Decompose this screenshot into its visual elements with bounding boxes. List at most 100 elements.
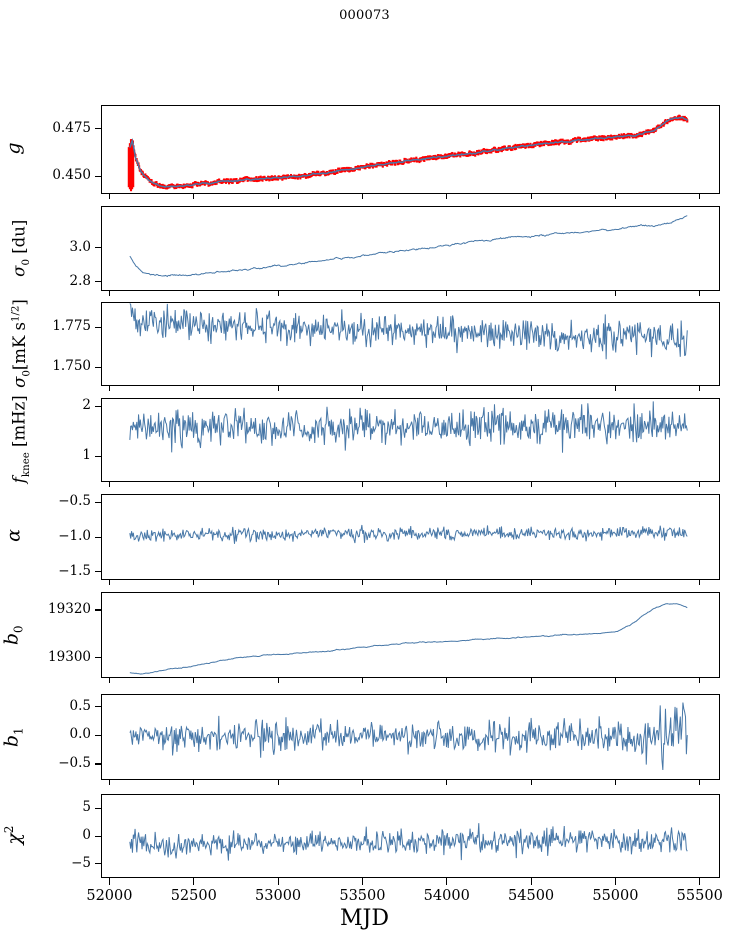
xtick-b1-2: [277, 780, 279, 785]
xtick-sigma0_mk-5: [530, 386, 532, 391]
xtick-fknee-6: [614, 482, 617, 487]
xtick-sigma0_du-0: [108, 291, 111, 296]
xtick-b0-1: [193, 678, 195, 683]
xtick-sigma0_du-5: [530, 291, 532, 296]
xtick-alpha-1: [193, 580, 195, 585]
panel-sigma0_mk: [101, 302, 720, 386]
ytick-sigma0_du-0: [95, 281, 101, 283]
line-sigma0_du: [129, 215, 688, 278]
x-axis-label: MJD: [340, 906, 389, 931]
ytick-label-alpha-0: −0.5: [58, 493, 91, 510]
xtick-chi2-1: [193, 878, 195, 885]
series-alpha: [129, 524, 688, 544]
xtick-alpha-2: [277, 580, 279, 585]
xtick-label-3: 53500: [339, 888, 386, 904]
ytick-sigma0_mk-1: [95, 326, 101, 328]
xtick-label-2: 53000: [255, 888, 302, 904]
xtick-b1-4: [446, 780, 448, 785]
ytick-gain-0: [95, 175, 101, 177]
ytick-fknee-1: [95, 405, 101, 408]
series-sigma0_du: [129, 215, 688, 278]
ytick-fknee-0: [95, 455, 101, 457]
series-chi2: [129, 823, 688, 861]
ytick-label-gain-1: 0.475: [52, 119, 91, 136]
line-b1: [129, 702, 688, 770]
xtick-label-7: 55500: [676, 888, 723, 904]
series-b0: [129, 603, 688, 675]
xtick-chi2-7: [699, 878, 701, 885]
xtick-b0-0: [108, 678, 111, 683]
xtick-b1-7: [699, 780, 701, 785]
xtick-sigma0_du-7: [699, 291, 701, 296]
ytick-label-sigma0_mk-0: 1.750: [52, 358, 91, 375]
ytick-label-b1-0: −0.5: [58, 754, 91, 771]
line-b0: [129, 603, 688, 675]
series-fknee: [129, 401, 688, 453]
ytick-alpha-1: [95, 536, 101, 538]
xtick-chi2-5: [530, 878, 532, 885]
ytick-label-chi2-0: −5: [71, 854, 91, 871]
xtick-sigma0_du-1: [193, 291, 195, 296]
ytick-label-b0-1: 19320: [48, 600, 91, 617]
series-b1: [129, 702, 688, 770]
panel-gain: [101, 105, 720, 194]
xtick-chi2-0: [108, 878, 111, 885]
xtick-chi2-4: [446, 878, 448, 885]
xtick-fknee-0: [108, 482, 111, 487]
ytick-gain-1: [95, 128, 101, 130]
series-gain: [127, 114, 689, 192]
ytick-label-gain-0: 0.450: [52, 167, 91, 183]
xtick-sigma0_mk-7: [699, 386, 701, 391]
xtick-gain-4: [446, 194, 448, 199]
ytick-label-chi2-2: 5: [82, 799, 91, 816]
xtick-sigma0_mk-4: [446, 386, 448, 391]
ytick-sigma0_du-1: [95, 247, 101, 249]
xtick-sigma0_du-4: [446, 291, 448, 296]
xtick-sigma0_mk-3: [361, 386, 364, 391]
xtick-b1-0: [108, 780, 111, 785]
ytick-label-b1-2: 0.5: [69, 697, 91, 714]
ytick-b1-1: [95, 734, 101, 736]
xtick-sigma0_mk-1: [193, 386, 195, 391]
xtick-label-6: 55000: [592, 888, 639, 904]
panel-sigma0_du: [101, 206, 720, 291]
ytick-label-fknee-0: 1: [82, 447, 91, 464]
xtick-gain-1: [193, 194, 195, 199]
xtick-fknee-3: [361, 482, 364, 487]
xtick-sigma0_du-3: [361, 291, 364, 296]
xtick-chi2-2: [277, 878, 279, 885]
ytick-label-sigma0_du-1: 3.0: [69, 238, 91, 255]
ylabel-chi2: χ2: [1, 825, 26, 845]
xtick-alpha-6: [614, 580, 617, 585]
xtick-gain-6: [614, 194, 617, 199]
line-alpha: [129, 524, 688, 544]
panel-alpha: [101, 494, 720, 580]
line-gain: [129, 116, 688, 188]
series-sigma0_mk: [129, 303, 688, 360]
xtick-alpha-4: [446, 580, 448, 585]
line-chi2: [129, 823, 688, 861]
xtick-sigma0_du-6: [614, 291, 617, 296]
xtick-sigma0_mk-6: [614, 386, 617, 391]
xtick-alpha-7: [699, 580, 701, 585]
xtick-b0-7: [699, 678, 701, 683]
ytick-label-alpha-1: −1.0: [58, 528, 91, 544]
ytick-sigma0_mk-0: [95, 366, 101, 369]
ytick-chi2-1: [95, 835, 101, 837]
xtick-sigma0_du-2: [277, 291, 279, 296]
ytick-b1-0: [95, 763, 101, 765]
ytick-label-alpha-2: −1.5: [58, 562, 91, 579]
xtick-label-4: 54000: [423, 888, 470, 904]
xtick-b0-3: [361, 678, 364, 683]
ytick-chi2-2: [95, 807, 101, 809]
xtick-gain-5: [530, 194, 532, 199]
ytick-alpha-2: [95, 571, 101, 573]
xtick-fknee-1: [193, 482, 195, 487]
xtick-gain-2: [277, 194, 279, 199]
xtick-b1-6: [614, 780, 617, 785]
ytick-label-b1-1: 0.0: [69, 726, 91, 743]
xtick-label-5: 54500: [508, 888, 555, 904]
xtick-b0-2: [277, 678, 279, 683]
xtick-fknee-7: [699, 482, 701, 487]
